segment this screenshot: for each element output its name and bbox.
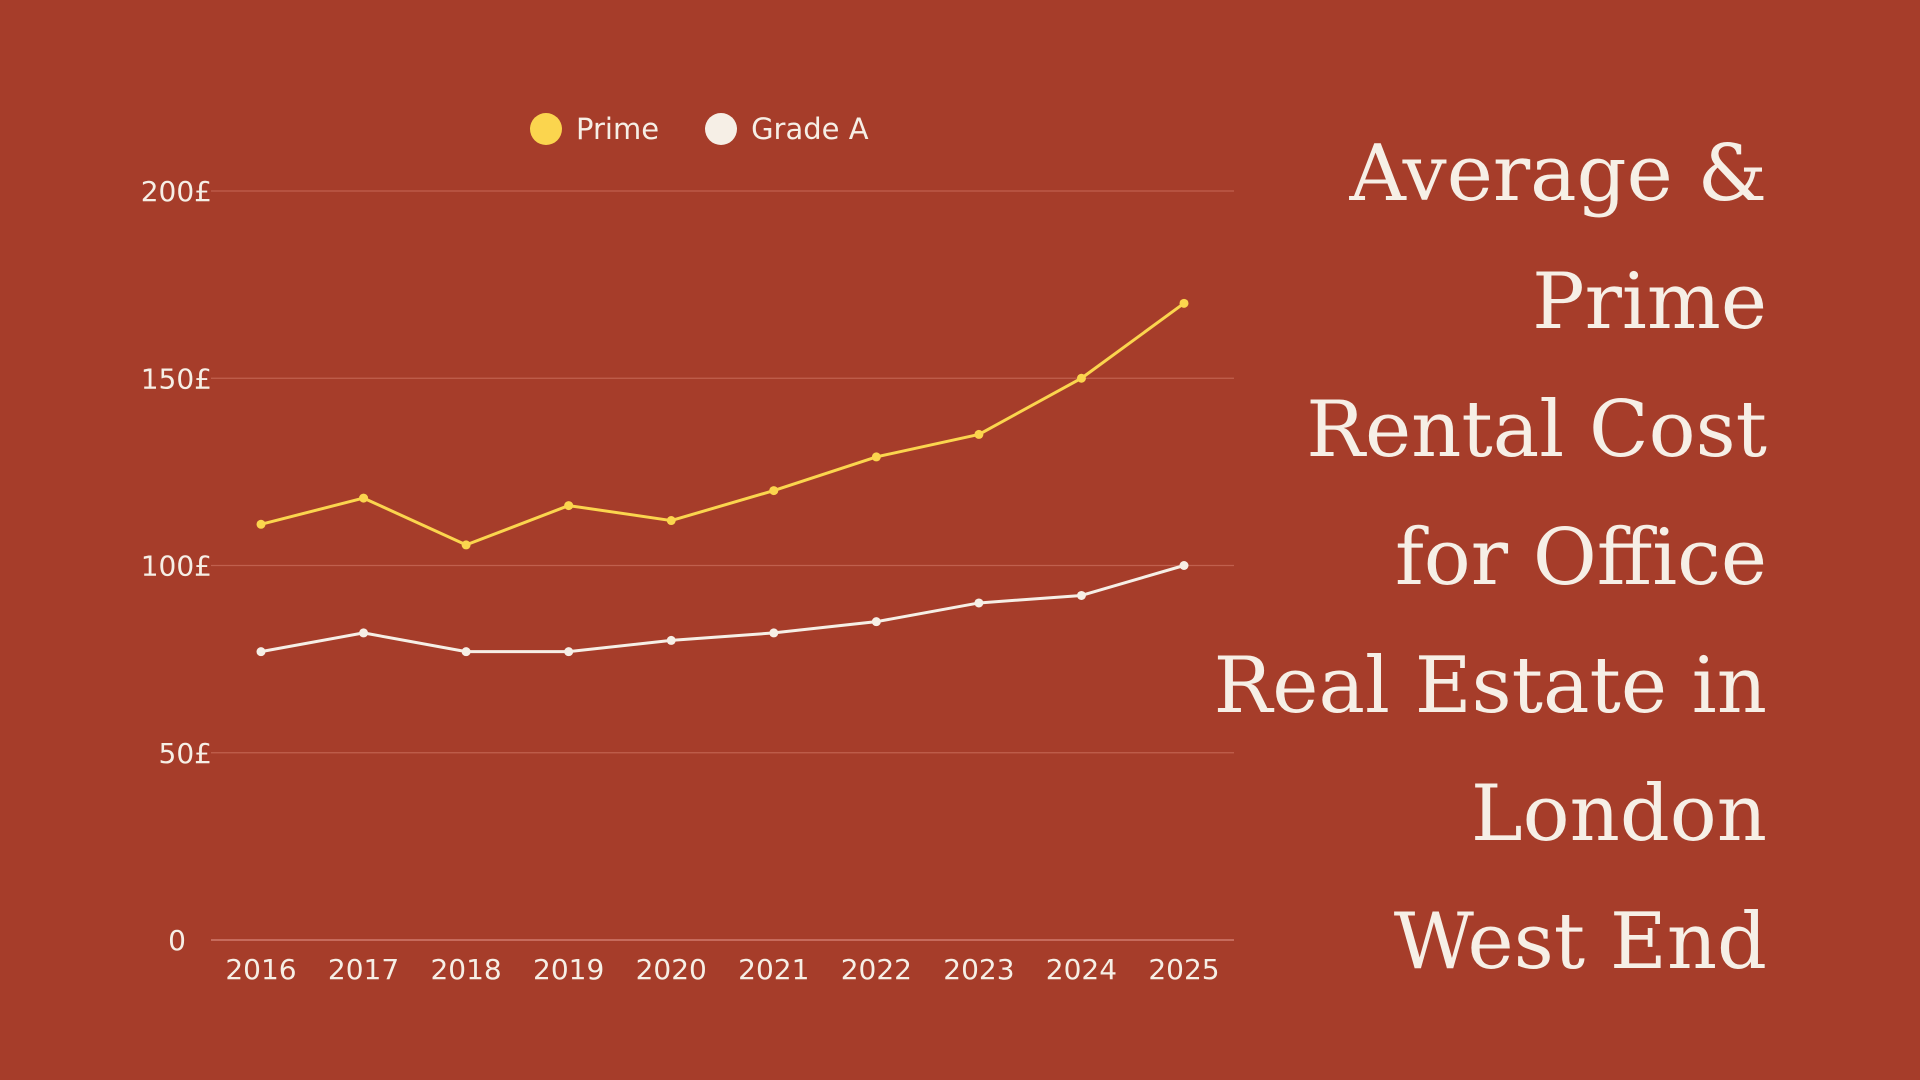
data-point-grade-a (769, 628, 779, 638)
title-line: London (1470, 769, 1767, 859)
x-tick-label: 2021 (738, 953, 809, 986)
data-point-grade-a (359, 628, 369, 638)
legend: Prime Grade A (530, 112, 869, 146)
y-tick-label: 150£ (141, 362, 212, 395)
data-point-prime (1179, 298, 1189, 308)
data-point-prime (564, 501, 574, 511)
series-line-grade-a (260, 564, 1185, 654)
title-line: Real Estate in (1213, 641, 1767, 731)
x-tick-label: 2017 (328, 953, 399, 986)
data-point-prime (1076, 373, 1086, 383)
y-tick-label: 200£ (141, 175, 212, 208)
chart-title: Average & Prime Rental Cost for Office R… (1147, 110, 1767, 1006)
x-tick-label: 2016 (225, 953, 296, 986)
data-point-grade-a (256, 647, 266, 657)
legend-item-prime[interactable]: Prime (530, 112, 659, 146)
title-line: Average & (1349, 129, 1768, 219)
y-tick-label: 50£ (159, 737, 212, 770)
y-tick-label: 0 (168, 924, 186, 957)
x-tick-label: 2025 (1148, 953, 1219, 986)
data-point-prime (461, 540, 471, 550)
x-tick-label: 2018 (430, 953, 501, 986)
data-point-prime (256, 519, 266, 529)
title-line: West End (1393, 897, 1767, 987)
data-point-grade-a (666, 635, 676, 645)
data-point-grade-a (564, 647, 574, 657)
legend-label-prime: Prime (576, 112, 660, 146)
data-point-grade-a (461, 647, 471, 657)
legend-swatch-prime (530, 113, 562, 145)
legend-item-grade-a[interactable]: Grade A (705, 112, 869, 146)
series-line-prime (260, 302, 1185, 547)
legend-label-grade-a: Grade A (751, 112, 869, 146)
data-point-prime (359, 493, 369, 503)
data-point-prime (871, 452, 881, 462)
data-point-prime (974, 429, 984, 439)
title-line: for Office (1394, 513, 1767, 603)
x-tick-label: 2024 (1046, 953, 1117, 986)
data-point-prime (666, 516, 676, 526)
data-point-grade-a (871, 617, 881, 627)
data-point-grade-a (1076, 590, 1086, 600)
data-point-grade-a (974, 598, 984, 608)
title-line: Prime (1532, 257, 1767, 347)
y-tick-label: 100£ (141, 550, 212, 583)
data-point-grade-a (1179, 561, 1189, 570)
data-point-prime (769, 486, 779, 496)
x-tick-label: 2022 (841, 953, 912, 986)
legend-swatch-grade-a (705, 113, 738, 145)
x-tick-label: 2020 (636, 953, 707, 986)
x-tick-label: 2023 (943, 953, 1014, 986)
x-tick-label: 2019 (533, 953, 604, 986)
title-line: Rental Cost (1306, 385, 1767, 475)
